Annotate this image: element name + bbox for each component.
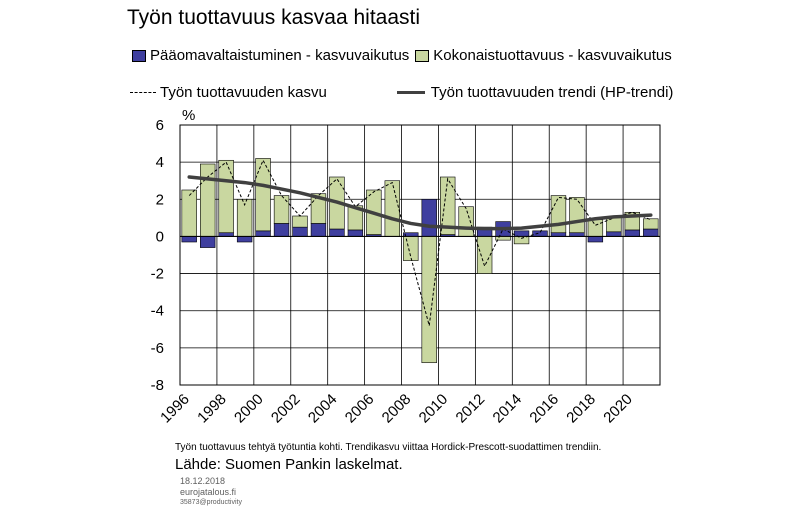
y-tick-label: 4 bbox=[156, 154, 164, 171]
x-tick-label: 2014 bbox=[490, 391, 526, 427]
x-tick-label: 2004 bbox=[305, 391, 341, 427]
bar-tfp bbox=[643, 218, 659, 230]
legend-swatch-capital bbox=[132, 49, 146, 62]
x-tick-label: 1996 bbox=[157, 391, 193, 427]
chart-date: 18.12.2018 bbox=[180, 476, 226, 486]
bar-capital bbox=[643, 228, 659, 237]
bar-capital bbox=[200, 236, 216, 248]
bar-capital bbox=[181, 236, 197, 243]
x-tick-label: 2002 bbox=[268, 391, 304, 427]
bar-tfp bbox=[513, 236, 530, 245]
legend-label-tfp: Kokonaistuottavuus - kasvuvaikutus bbox=[433, 47, 672, 64]
bar-capital bbox=[347, 229, 364, 237]
chart-id: 35873@productivity bbox=[180, 499, 242, 506]
y-tick-label: -2 bbox=[151, 266, 164, 283]
bar-capital bbox=[273, 223, 290, 237]
y-tick-label: 0 bbox=[156, 228, 164, 245]
y-tick-label: -4 bbox=[151, 303, 164, 320]
x-tick-label: 2010 bbox=[416, 391, 452, 427]
bar-capital bbox=[310, 223, 327, 237]
bar-tfp bbox=[292, 215, 308, 228]
line-productivity-growth bbox=[188, 159, 651, 326]
bar-tfp bbox=[403, 236, 419, 261]
bar-tfp bbox=[384, 180, 400, 237]
legend-label-growth: Työn tuottavuuden kasvu bbox=[160, 84, 327, 101]
bar-tfp bbox=[310, 193, 327, 224]
chart-note: Työn tuottavuus tehtyä työtuntia kohti. … bbox=[175, 442, 602, 453]
bar-tfp bbox=[440, 176, 456, 235]
line-productivity-trend bbox=[187, 175, 653, 231]
y-tick-label: 6 bbox=[156, 117, 164, 134]
bar-tfp bbox=[255, 158, 271, 232]
y-tick-label: -8 bbox=[151, 377, 164, 394]
bar-tfp bbox=[458, 206, 474, 237]
site-name: eurojatalous.fi bbox=[180, 487, 237, 497]
x-tick-label: 2012 bbox=[453, 391, 489, 427]
bar-tfp bbox=[550, 195, 567, 234]
y-axis-unit: % bbox=[182, 107, 195, 124]
x-tick-label: 2000 bbox=[231, 391, 267, 427]
bar-capital bbox=[421, 198, 437, 237]
x-tick-label: 2018 bbox=[563, 391, 599, 427]
x-tick-label: 2008 bbox=[379, 391, 415, 427]
x-tick-label: 2006 bbox=[342, 391, 378, 427]
bar-tfp bbox=[587, 219, 604, 237]
x-tick-label: 1998 bbox=[194, 391, 230, 427]
bar-capital bbox=[569, 232, 585, 237]
legend-row-bars: Pääomavaltaistuminen - kasvuvaikutus Kok… bbox=[132, 47, 672, 64]
bar-tfp bbox=[421, 236, 437, 364]
y-tick-label: 2 bbox=[156, 191, 164, 208]
bar-capital bbox=[218, 232, 234, 237]
legend-dash-sample bbox=[130, 92, 156, 93]
bar-capital bbox=[624, 229, 640, 237]
legend-row-lines: Työn tuottavuuden kasvu Työn tuottavuude… bbox=[130, 84, 673, 101]
y-tick-label: -6 bbox=[151, 340, 164, 357]
legend-label-capital: Pääomavaltaistuminen - kasvuvaikutus bbox=[150, 47, 410, 64]
bar-capital bbox=[236, 236, 253, 243]
legend-swatch-tfp bbox=[415, 49, 430, 62]
bar-tfp bbox=[181, 189, 197, 237]
bar-tfp bbox=[200, 163, 216, 237]
bar-capital bbox=[329, 228, 345, 237]
bar-tfp bbox=[218, 159, 234, 234]
chart-title: Työn tuottavuus kasvaa hitaasti bbox=[127, 6, 421, 29]
x-tick-label: 2020 bbox=[600, 391, 636, 427]
bar-capital bbox=[550, 232, 567, 237]
plot-area bbox=[179, 124, 661, 386]
bar-capital bbox=[606, 231, 622, 237]
bar-capital bbox=[587, 236, 604, 243]
x-tick-label: 2016 bbox=[526, 391, 562, 427]
legend-line-sample bbox=[396, 91, 425, 94]
chart-source: Lähde: Suomen Pankin laskelmat. bbox=[175, 456, 403, 473]
bar-capital bbox=[255, 230, 271, 237]
bar-capital bbox=[292, 226, 308, 237]
legend-label-trend: Työn tuottavuuden trendi (HP-trendi) bbox=[430, 84, 674, 101]
bar-tfp bbox=[347, 205, 364, 231]
bar-tfp bbox=[569, 197, 585, 234]
bar-tfp bbox=[273, 195, 290, 224]
bar-capital bbox=[513, 230, 530, 237]
